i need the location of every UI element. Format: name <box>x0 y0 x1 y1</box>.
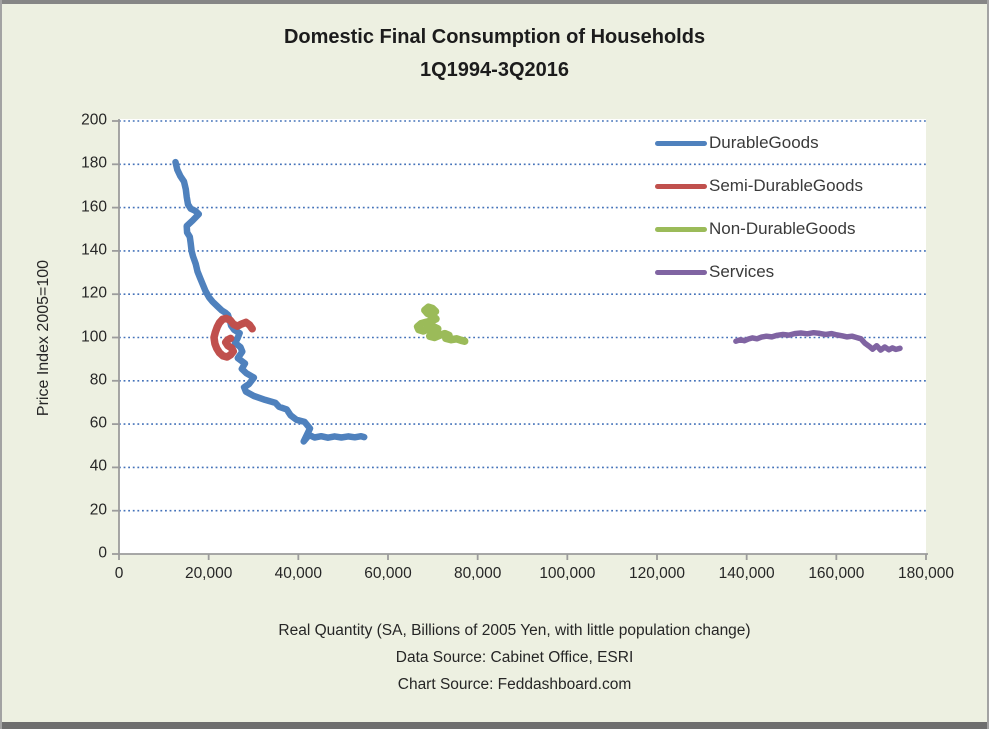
y-tick-label: 120 <box>81 284 107 302</box>
legend-item-durablegoods: DurableGoods <box>655 130 863 156</box>
chart-title: Domestic Final Consumption of Households… <box>0 21 989 87</box>
legend-swatch-services <box>655 269 707 275</box>
legend-item-services: Services <box>655 259 863 285</box>
y-tick-label: 40 <box>89 458 107 476</box>
chart-title-line2: 1Q1994-3Q2016 <box>419 59 569 81</box>
chart-title-line1: Domestic Final Consumption of Households <box>283 26 706 48</box>
x-axis-title: Real Quantity (SA, Billions of 2005 Yen,… <box>278 622 751 639</box>
legend-label-services: Services <box>709 262 775 281</box>
y-tick-label: 0 <box>98 544 107 562</box>
y-tick-label: 140 <box>81 241 107 259</box>
y-tick-label: 60 <box>89 414 107 432</box>
y-tick-label: 160 <box>81 198 107 216</box>
x-tick-label: 160,000 <box>808 565 865 582</box>
legend-label-semi-durablegoods: Semi-DurableGoods <box>709 176 864 195</box>
legend-item-semi-durablegoods: Semi-DurableGoods <box>655 173 863 199</box>
series-non-durablegoods <box>413 303 469 345</box>
legend-item-non-durablegoods: Non-DurableGoods <box>655 216 863 242</box>
x-tick-label: 180,000 <box>897 565 955 582</box>
x-tick-label: 20,000 <box>184 565 233 582</box>
y-tick-label: 200 <box>81 111 107 129</box>
data-source-text: Data Source: Cabinet Office, ESRI <box>395 649 634 666</box>
chart-border-right <box>987 0 989 729</box>
x-tick-labels: 0 20,000 40,000 60,000 80,000 100,000 120,000 1… <box>0 565 989 587</box>
x-tick-label: 140,000 <box>718 565 775 582</box>
series-durablegoods <box>172 158 368 445</box>
x-tick-label: 60,000 <box>364 565 412 582</box>
x-tick-label: 0 <box>114 565 124 582</box>
y-tick-labels: 0 20 40 60 80 100 120 140 160 180 200 <box>0 0 107 729</box>
x-tick-label: 120,000 <box>628 565 686 582</box>
x-tick-label: 80,000 <box>453 565 502 582</box>
legend-swatch-durablegoods <box>655 140 707 146</box>
legend-label-durablegoods: DurableGoods <box>709 133 819 152</box>
y-tick-label: 180 <box>81 154 107 172</box>
series-services <box>733 329 903 353</box>
x-tick-label: 100,000 <box>539 565 596 582</box>
y-tick-label: 80 <box>89 371 107 389</box>
chart-border-left <box>0 0 2 729</box>
legend-swatch-non-durablegoods <box>655 226 707 232</box>
chart-border-top <box>0 0 989 4</box>
chart-source-text: Chart Source: Feddashboard.com <box>397 676 632 693</box>
y-tick-label: 100 <box>81 328 107 346</box>
x-tick-label: 40,000 <box>274 565 323 582</box>
legend: DurableGoods Semi-DurableGoods Non-Durab… <box>655 130 863 302</box>
footer-block: Real Quantity (SA, Billions of 2005 Yen,… <box>40 617 989 698</box>
y-tick-label: 20 <box>89 501 107 519</box>
legend-label-non-durablegoods: Non-DurableGoods <box>709 219 856 238</box>
series-semi-durablegoods <box>210 314 256 361</box>
chart-border-bottom <box>0 722 989 729</box>
legend-swatch-semi-durablegoods <box>655 183 707 189</box>
